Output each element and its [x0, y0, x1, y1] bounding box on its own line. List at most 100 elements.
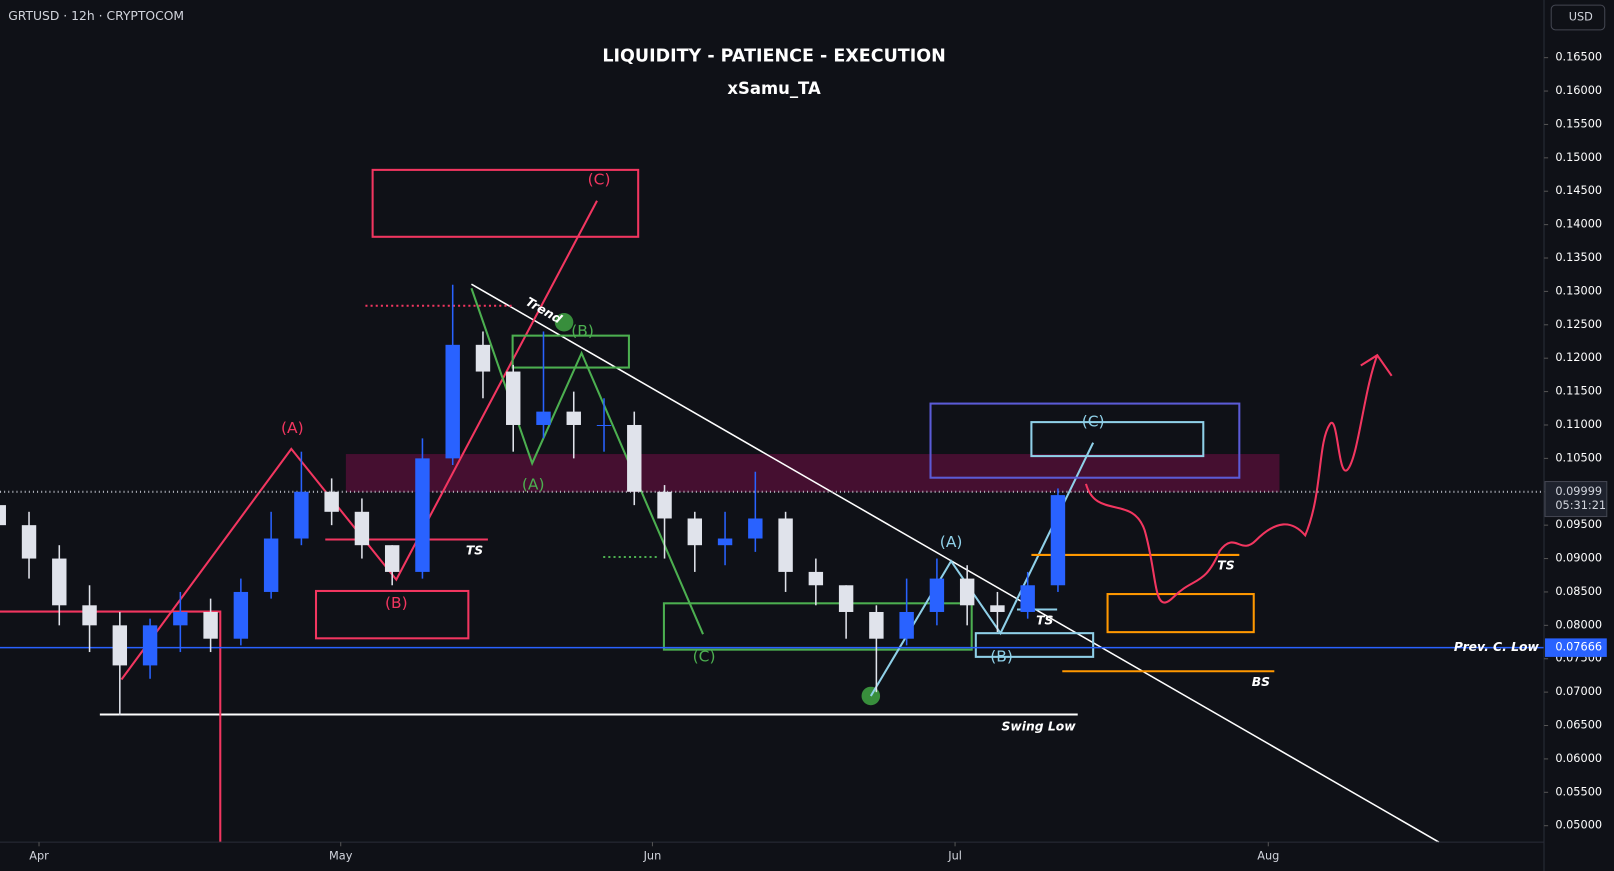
candle-body: [21, 525, 37, 559]
box: [511, 334, 630, 369]
drawings: [0, 168, 1545, 843]
x-tick-label: May: [329, 849, 353, 863]
box: [662, 602, 973, 651]
y-tick-label: 0.09500: [1555, 517, 1602, 531]
candle-body: [1050, 495, 1066, 586]
y-tick-label: 0.10500: [1555, 450, 1602, 464]
box: [974, 632, 1095, 658]
annotation: (A): [522, 475, 545, 493]
y-tick-label: 0.13000: [1555, 283, 1602, 297]
price-tag: [1544, 481, 1608, 518]
candles: [0, 284, 1066, 716]
target-box: [371, 168, 640, 238]
annotation: (B): [990, 647, 1013, 665]
annotation: (B): [385, 594, 408, 612]
candle-body: [142, 625, 158, 666]
y-tick-label: 0.07000: [1555, 684, 1602, 698]
candle-body: [869, 611, 884, 639]
candle-body: [990, 605, 1005, 612]
candle-body: [294, 491, 309, 539]
prev-close-low-label: Prev. C. Low: [1454, 640, 1540, 654]
chart-title: LIQUIDITY - PATIENCE - EXECUTION: [602, 47, 945, 67]
box: [929, 402, 1241, 479]
candle-body: [627, 424, 642, 492]
x-tick-label: Apr: [29, 849, 49, 863]
y-tick-label: 0.06000: [1555, 751, 1602, 765]
price-tag-label: 0.09999: [1555, 484, 1602, 498]
candle-body: [838, 585, 854, 612]
annotation: (C): [1082, 413, 1105, 431]
liquidity-zone: [345, 454, 1280, 493]
candle-body: [475, 344, 491, 372]
trend-line: [471, 283, 1440, 843]
wave-path: [470, 287, 704, 635]
y-tick-label: 0.15000: [1555, 150, 1602, 164]
price-tag-label: 0.07666: [1555, 640, 1602, 654]
candle-body: [233, 591, 249, 639]
candle-body: [506, 371, 521, 425]
x-tick-label: Jun: [643, 849, 662, 863]
candle-body: [203, 611, 218, 639]
candle-body: [596, 424, 612, 427]
price-tag: [1545, 638, 1607, 657]
currency-label[interactable]: USD: [1569, 10, 1593, 24]
y-tick-label: 0.05500: [1555, 784, 1602, 798]
candle-body: [959, 578, 975, 606]
candle-body: [324, 491, 339, 512]
countdown-label: 05:31:21: [1555, 498, 1606, 512]
annotation: Swing Low: [1002, 719, 1077, 733]
y-tick-label: 0.16500: [1555, 50, 1602, 64]
annotation: (C): [693, 647, 716, 665]
y-tick-label: 0.08500: [1555, 584, 1602, 598]
box: [1106, 593, 1255, 634]
chart-subtitle: xSamu_TA: [727, 79, 821, 98]
candle-body: [808, 571, 824, 586]
y-tick-label: 0.08000: [1555, 617, 1602, 631]
annotation: (C): [588, 171, 611, 189]
candle-body: [1020, 585, 1035, 612]
candle-body: [82, 605, 97, 626]
y-tick-label: 0.14500: [1555, 183, 1602, 197]
candle-body: [929, 578, 945, 612]
marker: [554, 312, 574, 332]
annotation: TS: [466, 543, 483, 557]
annotation: (A): [940, 533, 963, 551]
level: [0, 610, 222, 843]
y-tick-label: 0.12000: [1555, 350, 1602, 364]
annotation: TS: [1217, 559, 1234, 573]
annotation: (A): [281, 419, 304, 437]
candle-body: [717, 538, 733, 546]
candle-body: [566, 411, 581, 425]
candle-body: [263, 538, 279, 592]
candle-body: [415, 458, 430, 572]
y-tick-label: 0.12500: [1555, 317, 1602, 331]
y-tick-label: 0.15500: [1555, 116, 1602, 130]
annotation: TS: [1036, 613, 1053, 627]
y-tick-label: 0.11000: [1555, 417, 1602, 431]
y-tick-label: 0.09000: [1555, 551, 1602, 565]
y-tick-label: 0.05000: [1555, 818, 1602, 832]
symbol-header: GRTUSD · 12h · CRYPTOCOM: [8, 9, 184, 23]
box: [314, 589, 470, 640]
x-tick-label: Jul: [947, 849, 962, 863]
candle-body: [173, 611, 188, 626]
projection-path: [1084, 353, 1393, 604]
candle-body: [52, 558, 67, 606]
y-tick-label: 0.06500: [1555, 718, 1602, 732]
y-tick-label: 0.14000: [1555, 217, 1602, 231]
candle-body: [536, 411, 551, 425]
y-tick-label: 0.16000: [1555, 83, 1602, 97]
currency-button[interactable]: [1550, 4, 1606, 31]
y-tick-label: 0.11500: [1555, 384, 1602, 398]
candle-body: [899, 611, 914, 639]
y-tick-label: 0.13500: [1555, 250, 1602, 264]
x-tick-label: Aug: [1257, 849, 1279, 863]
wave-path: [120, 200, 598, 681]
candle-body: [112, 625, 128, 666]
candle-body: [354, 511, 370, 546]
candle-body: [0, 505, 6, 526]
annotation: (B): [571, 322, 594, 340]
candle-body: [384, 545, 400, 572]
